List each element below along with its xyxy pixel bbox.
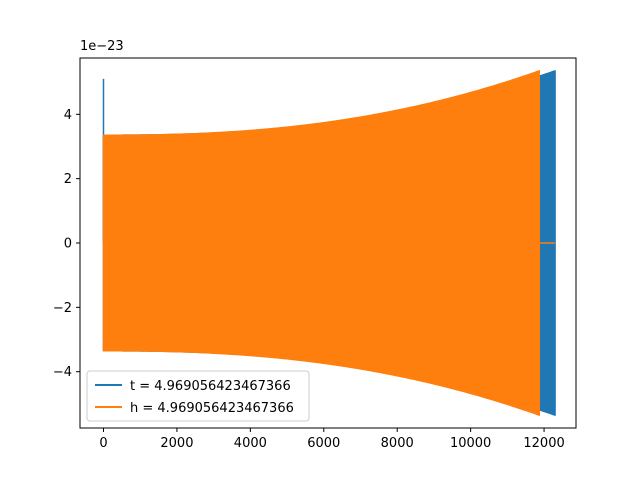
y-tick-label: 0 (64, 237, 72, 252)
x-tick-label: 2000 (160, 436, 193, 451)
legend: t = 4.969056423467366 h = 4.969056423467… (86, 370, 310, 422)
y-axis: −4 −2 0 2 4 (53, 108, 80, 380)
x-tick-label: 0 (99, 436, 107, 451)
x-tick-label: 6000 (307, 436, 340, 451)
series-layer (102, 70, 556, 416)
x-tick-label: 4000 (234, 436, 267, 451)
y-tick-label: −2 (53, 301, 72, 316)
legend-label-t: t = 4.969056423467366 (130, 379, 291, 394)
y-tick-label: 4 (64, 108, 72, 123)
series-band-1 (102, 70, 541, 416)
y-offset-label: 1e−23 (80, 39, 124, 54)
legend-box (86, 370, 310, 422)
x-tick-label: 10000 (450, 436, 491, 451)
y-tick-label: 2 (64, 172, 72, 187)
x-tick-label: 12000 (523, 436, 564, 451)
legend-label-h: h = 4.969056423467366 (130, 401, 294, 416)
x-axis: 0 2000 4000 6000 8000 10000 12000 (99, 428, 565, 451)
y-tick-label: −4 (53, 365, 72, 380)
x-tick-label: 8000 (381, 436, 414, 451)
